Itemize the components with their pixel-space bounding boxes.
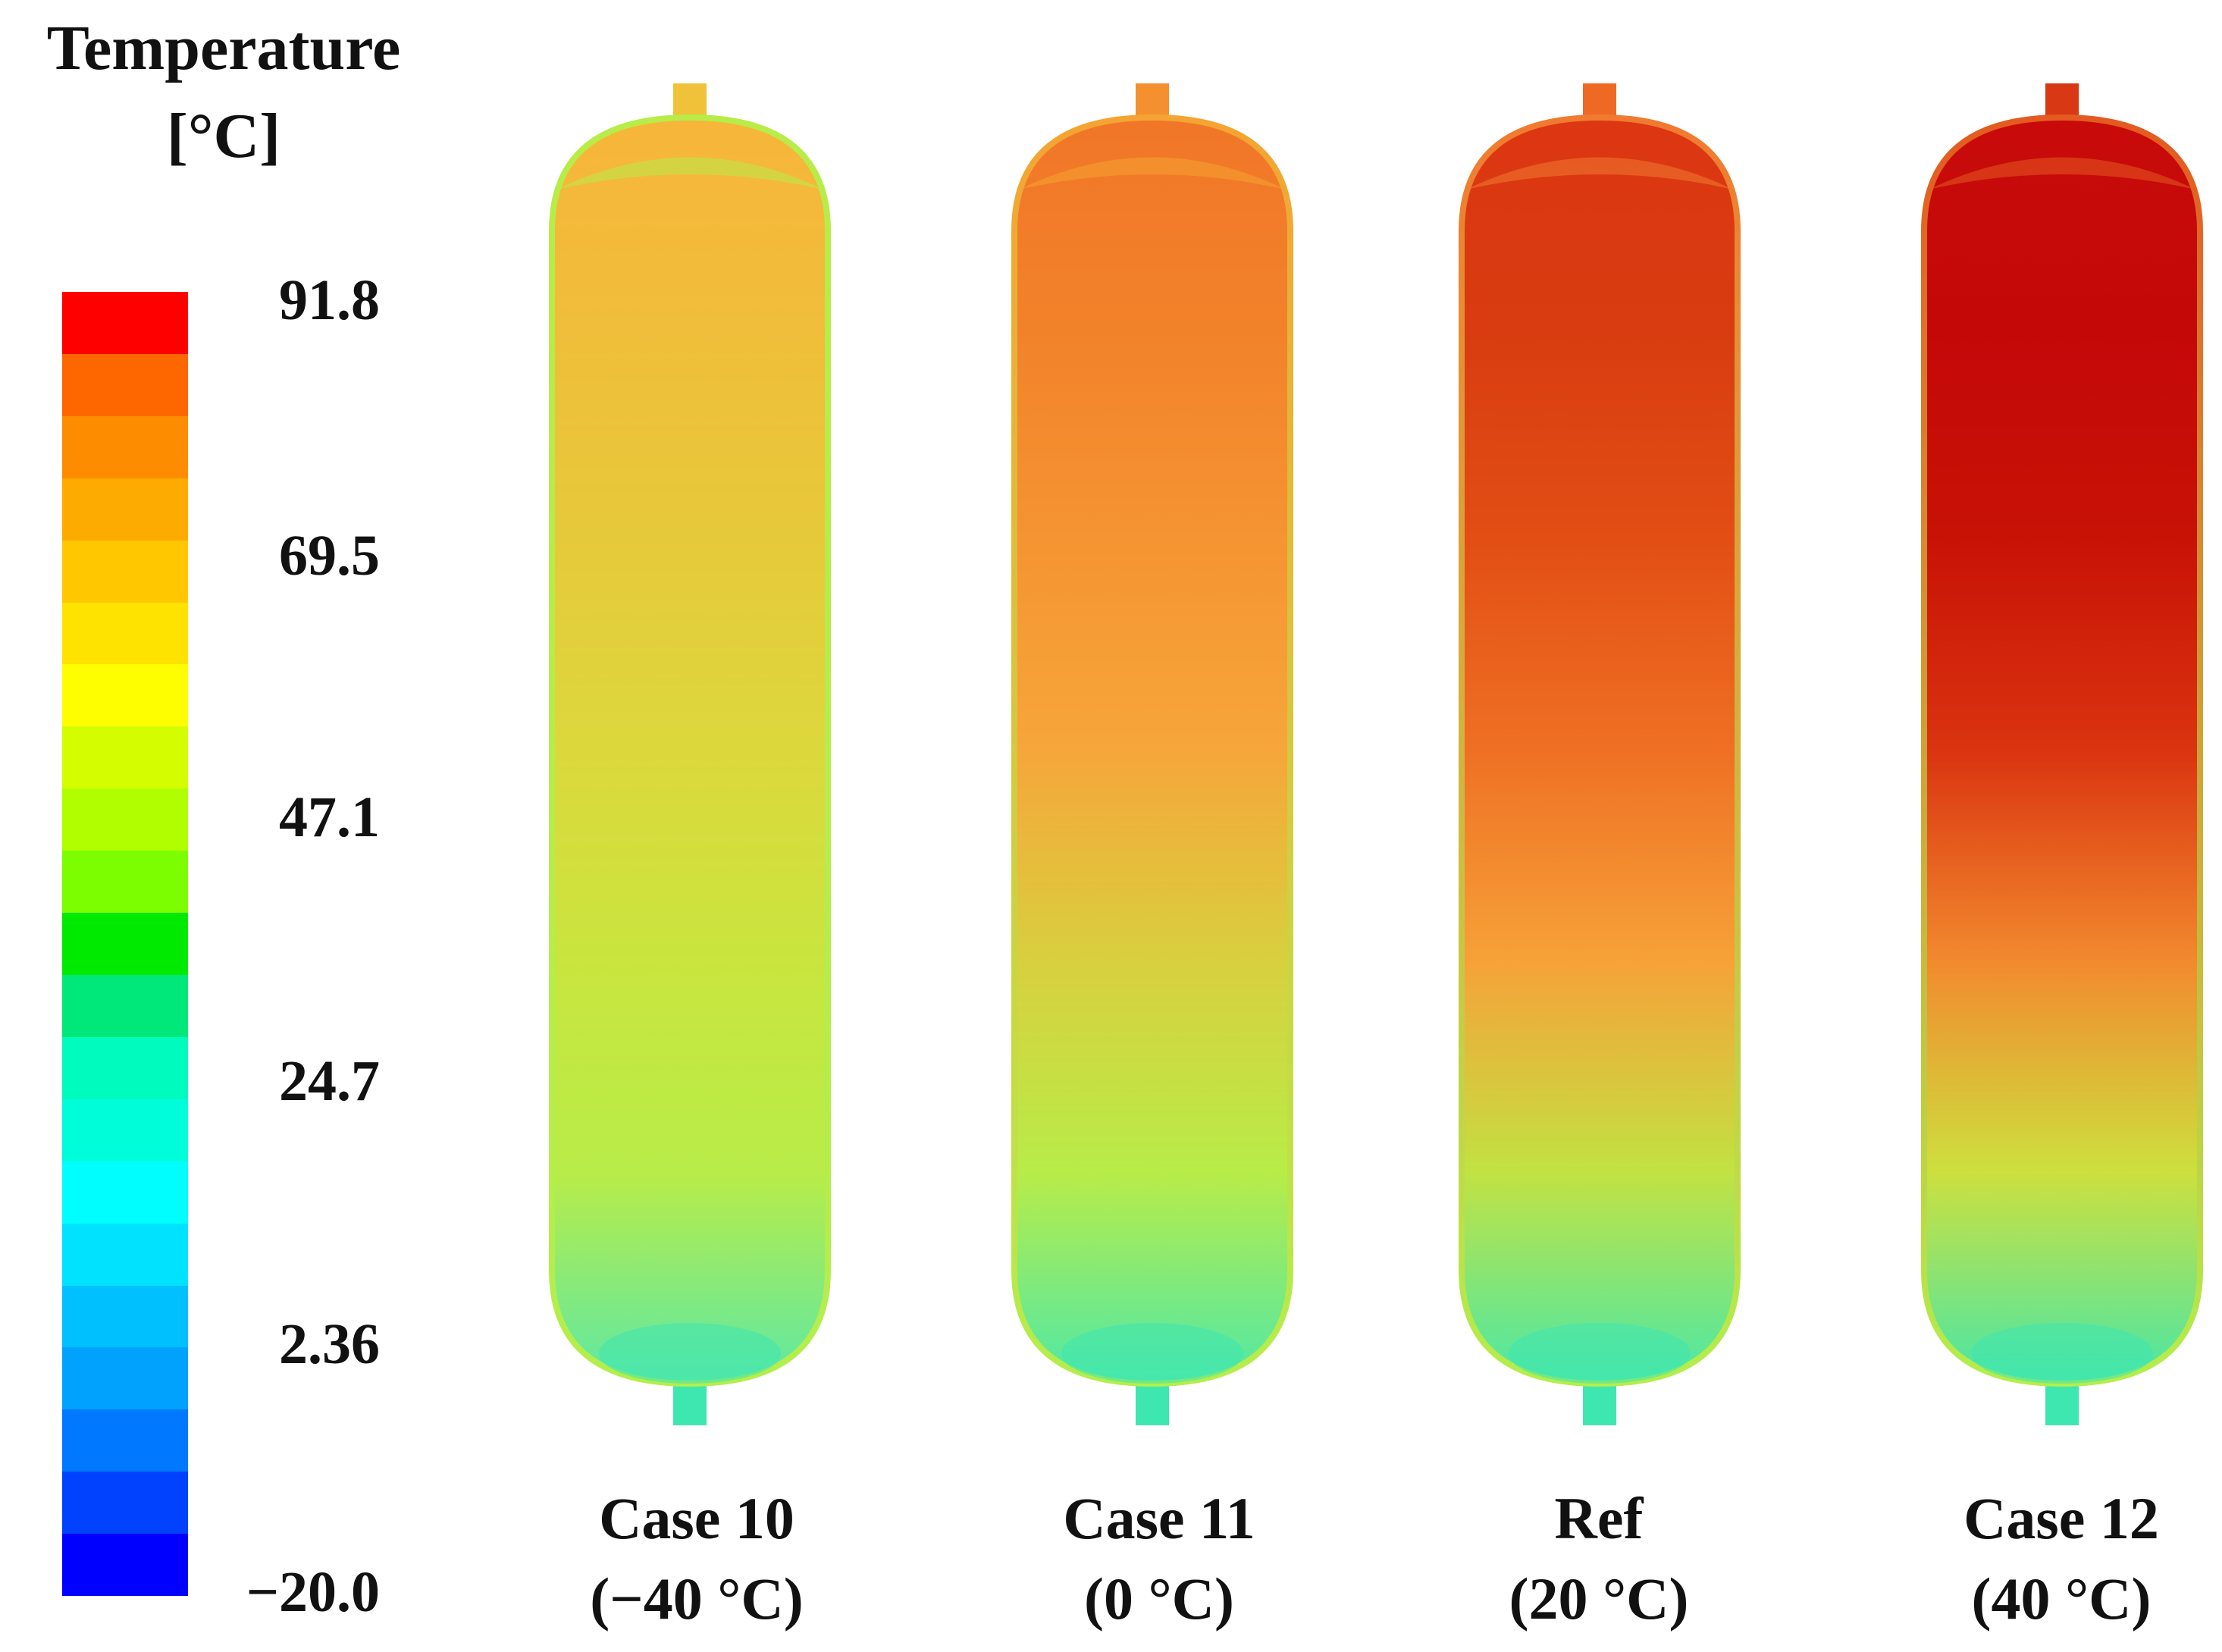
tank-contour [1459,83,1741,1425]
top-dome-shade [1466,157,1733,190]
tank-contour [1011,83,1293,1425]
case-name: Ref [1554,1485,1644,1551]
case-name: Case 12 [1963,1485,2159,1551]
color-scale-band [62,1099,188,1161]
top-dome-shade [556,157,823,190]
tank-body [549,114,831,1387]
color-scale-band [62,292,188,354]
legend-unit: [°C] [166,101,281,171]
color-scale-band [62,1223,188,1286]
case-label: Ref (20 °C) [1432,1489,1766,1628]
color-scale-band [62,540,188,603]
case-label: Case 11 (0 °C) [992,1489,1326,1628]
scale-tick-label: 91.8 [279,268,380,332]
color-scale-band [62,974,188,1037]
case-condition: (−40 °C) [590,1566,804,1632]
color-scale-band [62,478,188,541]
case-condition: (40 °C) [1971,1566,2151,1632]
color-scale-band [62,1472,188,1534]
scale-tick-label: 2.36 [279,1312,380,1376]
color-scale-band [62,415,188,478]
color-scale-band [62,1534,188,1597]
color-scale-band [62,726,188,789]
color-scale-band [62,1409,188,1472]
scale-tick-label: 69.5 [279,524,380,588]
legend-title: Temperature [46,13,401,83]
color-scale-band [62,788,188,851]
case-condition: (0 °C) [1084,1566,1234,1632]
tank-body [1921,114,2203,1387]
color-scale-band [62,602,188,665]
tank-contour [549,83,831,1425]
color-scale-band [62,1161,188,1224]
case-label: Case 10 (−40 °C) [530,1489,863,1628]
bottom-dome-shade [1509,1323,1691,1384]
tank-contour-plots [549,83,2203,1425]
bottom-dome-shade [1971,1323,2153,1384]
top-dome-shade [1019,157,1286,190]
scale-tick-label: −20.0 [246,1560,380,1624]
tank-contour [1921,83,2203,1425]
color-scale-band [62,913,188,975]
color-scale-band [62,1036,188,1099]
top-dome-shade [1929,157,2195,190]
bottom-dome-shade [599,1323,781,1384]
case-label: Case 12 (40 °C) [1894,1489,2222,1628]
color-scale-bar [62,292,188,1597]
scale-tick-label: 24.7 [279,1049,380,1113]
color-scale-band [62,1347,188,1410]
color-scale-band [62,664,188,727]
tank-body [1011,114,1293,1387]
color-scale-band [62,353,188,416]
case-name: Case 11 [1063,1485,1255,1551]
scale-tick-label: 47.1 [279,785,380,849]
bottom-dome-shade [1061,1323,1243,1384]
tank-body [1459,114,1741,1387]
color-scale-band [62,1285,188,1348]
color-scale-band [62,851,188,914]
case-name: Case 10 [599,1485,794,1551]
case-condition: (20 °C) [1509,1566,1689,1632]
